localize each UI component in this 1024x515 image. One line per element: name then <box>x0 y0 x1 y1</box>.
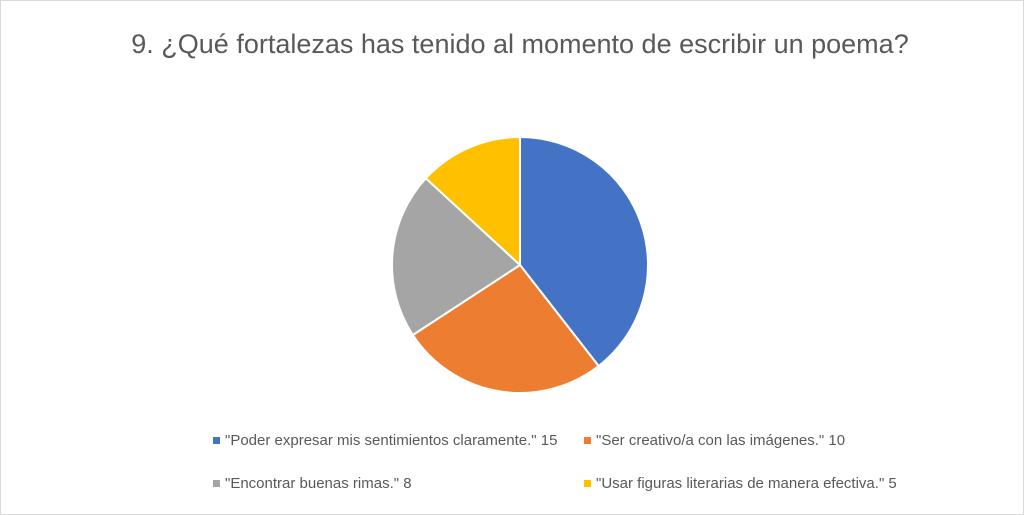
legend-marker <box>584 437 591 444</box>
legend-label: "Ser creativo/a con las imágenes." 10 <box>596 432 845 449</box>
chart-title: 9. ¿Qué fortalezas has tenido al momento… <box>131 29 909 59</box>
legend-label: "Encontrar buenas rimas." 8 <box>225 475 412 492</box>
legend-marker <box>584 480 591 487</box>
legend-label: "Usar figuras literarias de manera efect… <box>596 475 897 492</box>
pie-slice <box>411 263 601 394</box>
legend-marker <box>213 480 220 487</box>
pie-slice <box>519 135 649 368</box>
legend-marker <box>213 437 220 444</box>
pie-slice <box>424 135 521 268</box>
pie-slice <box>391 176 522 337</box>
legend-label: "Poder expresar mis sentimientos clarame… <box>225 432 557 449</box>
